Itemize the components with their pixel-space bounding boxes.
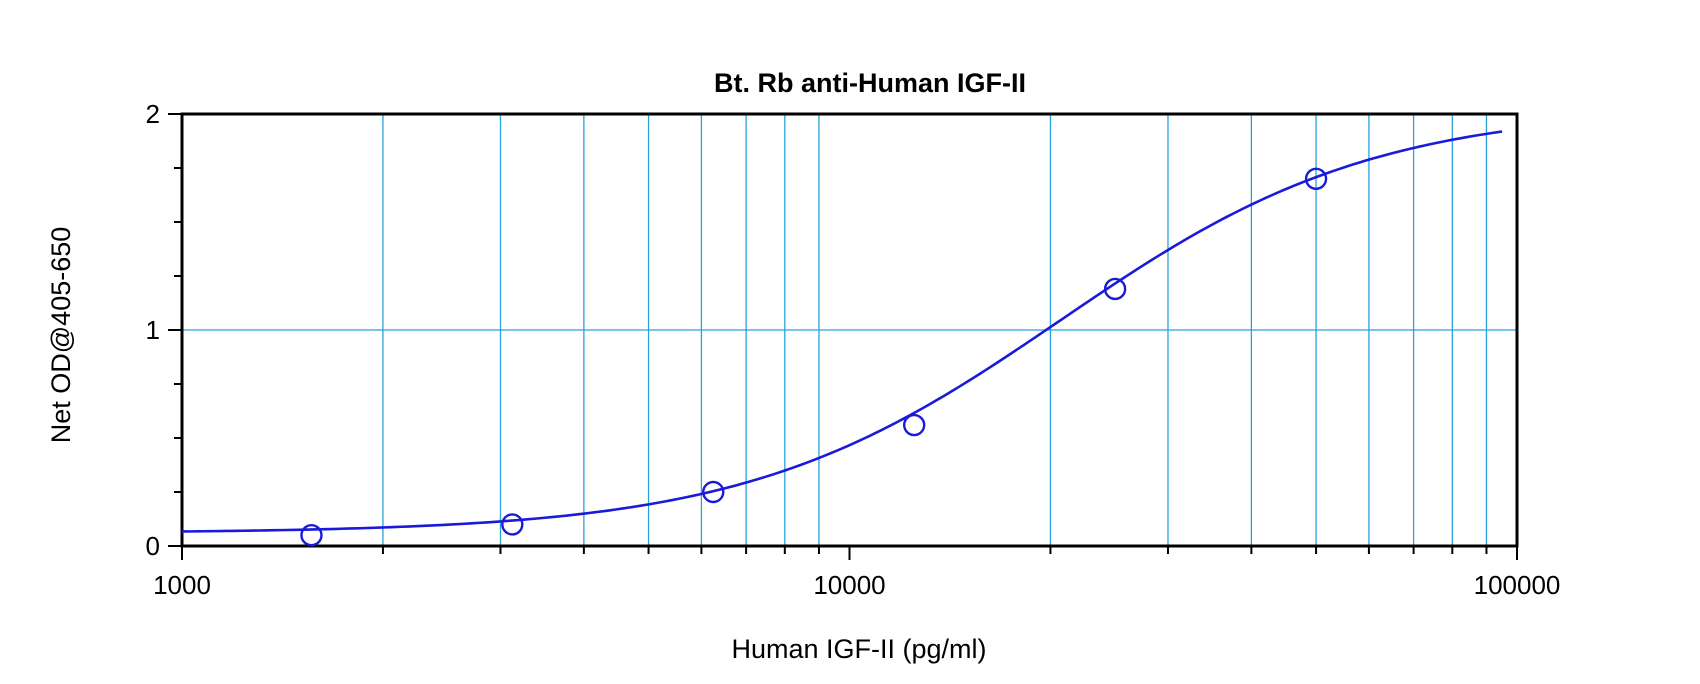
y-tick-label: 2 — [146, 99, 160, 129]
data-point — [902, 413, 926, 437]
fit-curve — [181, 130, 1503, 533]
x-tick-label: 1000 — [153, 570, 211, 600]
y-tick-label: 1 — [146, 315, 160, 345]
data-point — [1304, 167, 1328, 191]
data-point — [1103, 277, 1127, 301]
point-layer — [300, 167, 1328, 547]
grid-layer — [182, 114, 1517, 546]
tick-layer: 0 1 2 1000 10000 100000 — [146, 99, 1561, 600]
data-point — [501, 513, 524, 536]
x-tick-label: 100000 — [1474, 570, 1561, 600]
chart-title: Bt. Rb anti-Human IGF-II — [714, 68, 1026, 98]
data-point — [300, 524, 323, 547]
y-axis-label: Net OD@405-650 — [46, 227, 76, 444]
x-tick-label: 10000 — [813, 570, 885, 600]
y-tick-label: 0 — [146, 531, 160, 561]
x-axis-label: Human IGF-II (pg/ml) — [731, 634, 986, 664]
curve-layer — [181, 130, 1503, 533]
data-point — [702, 480, 725, 504]
